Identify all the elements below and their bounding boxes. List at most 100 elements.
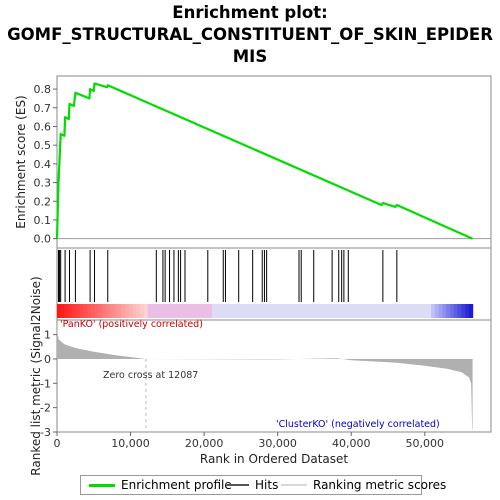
es-panel: [56, 75, 492, 249]
rank-band-segment: [166, 304, 171, 318]
rank-band-segment: [211, 304, 217, 318]
rank-band-segment: [83, 304, 88, 318]
legend-enrichment-label: Enrichment profile: [121, 478, 232, 492]
rank-band-segment: [438, 304, 443, 318]
rank-band-segment: [468, 304, 474, 318]
rank-band-segment: [272, 304, 277, 318]
rank-band-segment: [208, 304, 213, 318]
rank-band-segment: [253, 304, 258, 318]
rank-band-segment: [125, 304, 130, 318]
es-y-tick-label: 0.0: [34, 233, 52, 246]
plot-title: Enrichment plot: GOMF_STRUCTURAL_CONSTIT…: [0, 2, 500, 68]
rank-band-segment: [378, 304, 383, 318]
rank-band-segment: [374, 304, 379, 318]
rank-band-segment: [79, 304, 85, 318]
es-y-tick-label: 0.2: [34, 195, 52, 208]
rank-band-segment: [132, 304, 137, 318]
rank-band-segment: [230, 304, 236, 318]
rank-band-segment: [317, 304, 323, 318]
rank-band-segment: [102, 304, 107, 318]
title-line-2: GOMF_STRUCTURAL_CONSTITUENT_OF_SKIN_EPID…: [7, 25, 493, 44]
rank-band-segment: [351, 304, 357, 318]
rank-band-segment: [223, 304, 228, 318]
x-tick-label: 30,000: [258, 437, 297, 450]
rank-band-segment: [94, 304, 100, 318]
rank-band-segment: [200, 304, 205, 318]
axis-ticks: 0.00.10.20.30.40.50.60.70.810-1-2-30 10,0…: [34, 83, 445, 450]
rank-band-segment: [313, 304, 319, 318]
rank-band-segment: [204, 304, 209, 318]
rank-band-segment: [219, 304, 224, 318]
rank-band-segment: [234, 304, 239, 318]
rank-band-segment: [87, 304, 92, 318]
rank-band-segment: [355, 304, 360, 318]
legend-enrichment-swatch: [89, 483, 115, 487]
x-axis-label: Rank in Ordered Dataset: [200, 452, 348, 466]
rank-band-segment: [128, 304, 134, 318]
title-line-3: MIS: [232, 47, 268, 66]
es-y-tick-label: 0.4: [34, 158, 52, 171]
rank-band-segment: [117, 304, 122, 318]
rank-band-segment: [249, 304, 255, 318]
legend-item-ranking: Ranking metric scores: [281, 478, 446, 492]
rank-band-segment: [268, 304, 273, 318]
rank-band-segment: [283, 304, 289, 318]
legend-item-enrichment: Enrichment profile: [89, 478, 232, 492]
rank-band-segment: [287, 304, 292, 318]
rank-band-segment: [177, 304, 183, 318]
rank-band-segment: [143, 304, 149, 318]
rank-band-segment: [446, 304, 451, 318]
es-y-tick-label: 0.6: [34, 120, 52, 133]
rank-band-segment: [431, 304, 436, 318]
rank-band-segment: [170, 304, 175, 318]
rank-band-segment: [366, 304, 372, 318]
rank-band-segment: [370, 304, 375, 318]
rank-band-segment: [427, 304, 432, 318]
x-tick-label: 20,000: [185, 437, 224, 450]
rank-band-segment: [465, 304, 470, 318]
rank-band-segment: [423, 304, 428, 318]
rank-band-segment: [279, 304, 285, 318]
rank-band-segment: [332, 304, 338, 318]
rank-band-segment: [408, 304, 413, 318]
rank-band-segment: [344, 304, 349, 318]
rank-band-segment: [242, 304, 247, 318]
rank-band-segment: [325, 304, 330, 318]
enrichment-chart: 0.00.10.20.30.40.50.60.70.810-1-2-30 10,0…: [14, 75, 492, 475]
rank-color-band: [57, 304, 474, 318]
metric-y-tick-label: -3: [40, 426, 51, 439]
rank-band-segment: [415, 304, 421, 318]
legend-ranking-label: Ranking metric scores: [313, 478, 447, 492]
rank-band-segment: [113, 304, 119, 318]
rank-band-segment: [449, 304, 455, 318]
hit-markers: [57, 250, 398, 302]
es-y-tick-label: 0.5: [34, 139, 52, 152]
rank-band-segment: [419, 304, 425, 318]
rank-band-segment: [136, 304, 141, 318]
x-tick-label: 10,000: [111, 437, 150, 450]
rank-band-segment: [57, 304, 62, 318]
rank-band-segment: [340, 304, 345, 318]
enrichment-profile-line: [55, 82, 474, 240]
legend: Enrichment profile Hits Ranking metric s…: [80, 475, 446, 495]
rank-band-segment: [336, 304, 341, 318]
x-tick-label: 50,000: [406, 437, 445, 450]
rank-band-segment: [215, 304, 221, 318]
rank-band-segment: [91, 304, 96, 318]
metric-panel: [56, 319, 492, 433]
metric-y-tick-label: -1: [40, 377, 51, 390]
rank-band-segment: [404, 304, 409, 318]
rank-band-segment: [453, 304, 459, 318]
rank-band-segment: [174, 304, 179, 318]
rank-band-segment: [245, 304, 251, 318]
rank-band-segment: [106, 304, 111, 318]
legend-item-hits: Hits: [227, 478, 278, 492]
rank-band-segment: [181, 304, 187, 318]
rank-band-segment: [68, 304, 73, 318]
rank-band-segment: [461, 304, 466, 318]
rank-band-segment: [257, 304, 262, 318]
rank-band-segment: [121, 304, 126, 318]
legend-ranking-swatch: [281, 484, 307, 486]
rank-band-segment: [60, 304, 66, 318]
rank-band-segment: [75, 304, 81, 318]
